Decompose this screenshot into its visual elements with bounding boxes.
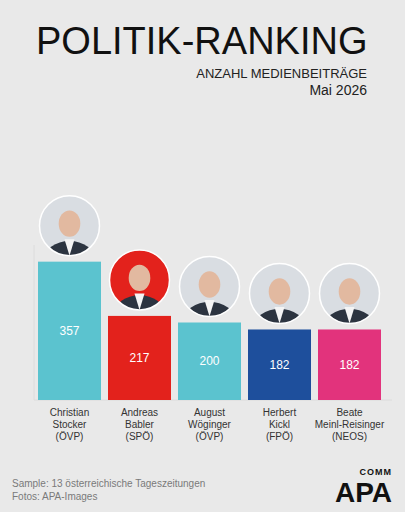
data-label: 200 [199, 354, 219, 368]
photo-border [250, 263, 310, 323]
category-line: Wöginger [188, 419, 231, 430]
y-axis-line [34, 245, 35, 400]
bar [178, 323, 241, 401]
photo-bg [320, 263, 380, 323]
category-line: Meinl-Reisinger [315, 419, 385, 430]
photo-shirt [345, 307, 355, 324]
data-label: 357 [59, 324, 79, 338]
photo [320, 263, 380, 346]
bar [108, 316, 171, 400]
category-label: AndreasBabler(SPÖ) [121, 407, 158, 442]
date: Mai 2026 [309, 82, 367, 98]
category-line: Babler [125, 419, 155, 430]
photo-inner [250, 263, 310, 346]
photo-shirt [135, 293, 145, 310]
data-label: 217 [129, 351, 149, 365]
photo [180, 257, 240, 340]
photo-head [269, 278, 291, 304]
title: POLITIK-RANKING [36, 20, 368, 62]
photo [250, 263, 310, 346]
photo-note: Fotos: APA-Images [12, 491, 97, 502]
photo-inner [180, 257, 240, 340]
photo-border [320, 263, 380, 323]
photo-head [199, 271, 221, 297]
category-line: Kickl [269, 419, 290, 430]
data-label: 182 [339, 358, 359, 372]
photo-bg [40, 196, 100, 256]
photo-border [40, 196, 100, 256]
category-line: (SPÖ) [126, 431, 154, 442]
bar [38, 262, 101, 400]
source-note: Sample: 13 österreichische Tageszeitunge… [12, 478, 205, 489]
logo-apa: APA [335, 477, 392, 508]
category-line: Christian [50, 407, 89, 418]
photo-shirt [65, 239, 75, 256]
category-line: (FPÖ) [266, 431, 293, 442]
photo-inner [110, 250, 170, 333]
category-label: BeateMeinl-Reisinger(NEOS) [315, 407, 385, 442]
photo-border [110, 250, 170, 310]
photo-bg [110, 250, 170, 310]
photo-bg [180, 257, 240, 317]
category-line: (ÖVP) [196, 431, 224, 442]
category-label: HerbertKickl(FPÖ) [263, 407, 297, 442]
category-line: August [194, 407, 225, 418]
logo-comm: COMM [360, 467, 393, 477]
category-line: (NEOS) [332, 431, 367, 442]
category-line: (ÖVP) [56, 431, 84, 442]
photo-head [59, 210, 81, 236]
photo-inner [40, 196, 100, 279]
photo-shirt [275, 307, 285, 324]
category-label: AugustWöginger(ÖVP) [188, 407, 231, 442]
photo-head [339, 278, 361, 304]
photo-bg [250, 263, 310, 323]
subtitle: ANZAHL MEDIENBEITRÄGE [196, 66, 367, 81]
background [0, 0, 405, 512]
photo-shirt [205, 300, 215, 317]
category-line: Herbert [263, 407, 297, 418]
photo-border [180, 257, 240, 317]
data-label: 182 [269, 358, 289, 372]
category-line: Andreas [121, 407, 158, 418]
bar [248, 329, 311, 400]
photo-inner [320, 263, 380, 346]
photo [40, 196, 100, 279]
category-line: Stocker [53, 419, 88, 430]
photo-head [129, 265, 151, 291]
category-line: Beate [336, 407, 363, 418]
category-label: ChristianStocker(ÖVP) [50, 407, 89, 442]
photo [110, 250, 170, 333]
bar [318, 329, 381, 400]
bars [38, 262, 381, 400]
chart: POLITIK-RANKING ANZAHL MEDIENBEITRÄGEMai … [0, 0, 405, 512]
